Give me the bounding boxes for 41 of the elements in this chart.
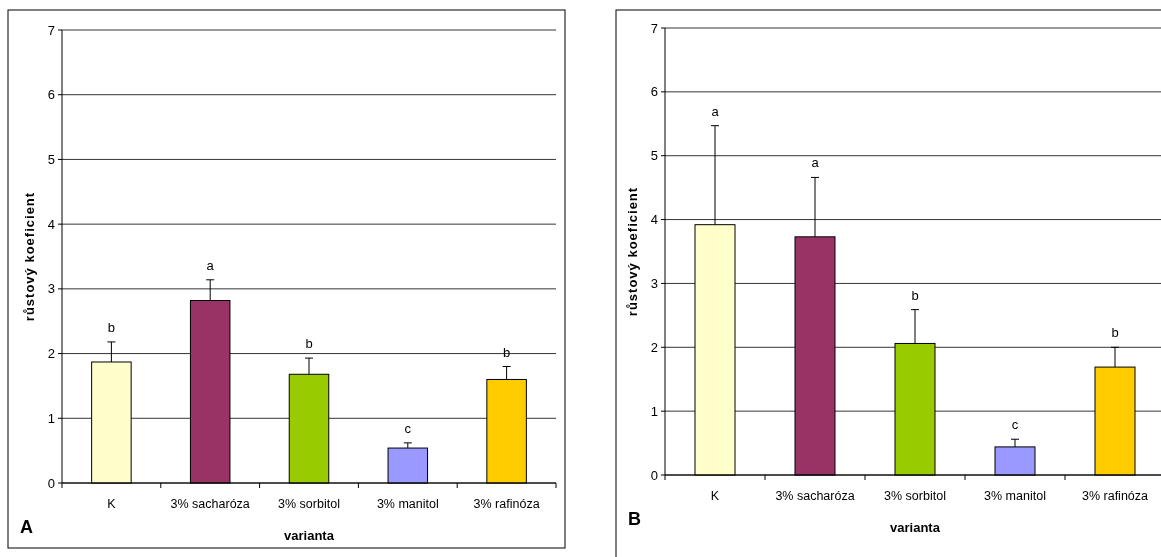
y-tick-label: 4 xyxy=(650,212,658,228)
y-tick-label: 6 xyxy=(650,84,658,100)
y-axis-title: růstový koeficient xyxy=(22,191,37,322)
annotation: b xyxy=(305,336,313,352)
y-tick-label: 7 xyxy=(650,20,658,36)
x-tick-label: 3% rafinóza xyxy=(1081,489,1149,503)
y-tick-label: 2 xyxy=(650,339,658,355)
text: A xyxy=(20,517,33,537)
y-tick-label: 4 xyxy=(47,216,55,232)
x-tick-label: 3% manitol xyxy=(376,497,439,511)
x-tick-label: 3% sacharóza xyxy=(775,489,855,503)
y-tick-label: 3 xyxy=(47,281,55,297)
annotation: c xyxy=(404,420,412,436)
x-tick-label: 3% sorbitol xyxy=(278,497,340,511)
y-tick-label: 0 xyxy=(47,475,55,491)
x-tick-label: 3% manitol xyxy=(984,489,1046,503)
y-tick-label: 1 xyxy=(650,403,658,419)
x-tick-label: 3% sacharóza xyxy=(170,497,250,511)
annotation: b xyxy=(107,319,116,335)
x-axis-title: varianta xyxy=(284,528,335,543)
annotation: a xyxy=(811,155,820,171)
x-tick-label: 3% rafinóza xyxy=(473,497,540,511)
x-axis-title: varianta xyxy=(890,520,941,535)
y-tick-label: 5 xyxy=(650,148,658,164)
y-tick-label: 5 xyxy=(47,151,55,167)
annotation: b xyxy=(911,287,919,303)
annotation: b xyxy=(1111,325,1119,341)
annotation: a xyxy=(206,257,215,273)
y-tick-label: 2 xyxy=(47,346,55,362)
annotation: a xyxy=(711,103,720,119)
text: B xyxy=(628,509,641,529)
y-tick-label: 6 xyxy=(47,87,55,103)
y-axis-title: růstový koeficient xyxy=(625,186,640,317)
y-tick-label: 3 xyxy=(650,275,658,291)
y-tick-label: 1 xyxy=(47,410,55,426)
x-tick-label: K xyxy=(710,489,720,503)
x-tick-label: 3% sorbitol xyxy=(884,489,946,503)
x-tick-label: K xyxy=(107,497,117,511)
y-tick-label: 7 xyxy=(47,22,55,38)
annotation: c xyxy=(1011,417,1019,433)
y-tick-label: 0 xyxy=(650,467,658,483)
